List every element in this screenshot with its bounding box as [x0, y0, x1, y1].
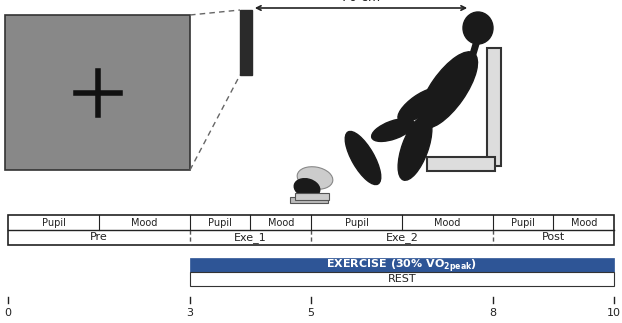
Text: REST: REST	[388, 274, 416, 284]
Bar	[487, 48, 501, 166]
Text: 8: 8	[490, 308, 496, 318]
Bar	[290, 197, 328, 203]
Text: Pupil: Pupil	[42, 217, 65, 227]
Bar	[190, 272, 614, 286]
Bar	[295, 193, 329, 200]
Ellipse shape	[419, 52, 478, 128]
Text: 70 cm: 70 cm	[341, 0, 381, 4]
Text: Post: Post	[542, 233, 565, 243]
Ellipse shape	[398, 116, 432, 180]
Text: Mood: Mood	[267, 217, 294, 227]
Text: Pupil: Pupil	[345, 217, 368, 227]
Ellipse shape	[463, 12, 493, 44]
Text: 3: 3	[187, 308, 193, 318]
Text: Exe_2: Exe_2	[386, 232, 419, 243]
Text: Pupil: Pupil	[511, 217, 535, 227]
Bar	[8, 215, 614, 245]
Text: Pupil: Pupil	[208, 217, 232, 227]
Text: Mood: Mood	[131, 217, 157, 227]
Ellipse shape	[371, 119, 414, 141]
Text: Mood: Mood	[570, 217, 597, 227]
Bar	[5, 15, 190, 170]
Ellipse shape	[294, 179, 320, 197]
Ellipse shape	[297, 167, 333, 189]
Text: 5: 5	[307, 308, 315, 318]
Ellipse shape	[398, 88, 442, 122]
Text: Exe_1: Exe_1	[234, 232, 267, 243]
Bar	[240, 10, 252, 75]
Bar	[427, 157, 495, 171]
Text: 0: 0	[4, 308, 11, 318]
Text: 10: 10	[607, 308, 621, 318]
Ellipse shape	[345, 131, 381, 184]
Text: Pre: Pre	[90, 233, 108, 243]
Bar	[190, 258, 614, 272]
Text: Mood: Mood	[434, 217, 460, 227]
Text: EXERCISE (30% $\mathregular{\dot{V}}$O$\mathregular{_{2peak}}$): EXERCISE (30% $\mathregular{\dot{V}}$O$\…	[327, 255, 478, 275]
